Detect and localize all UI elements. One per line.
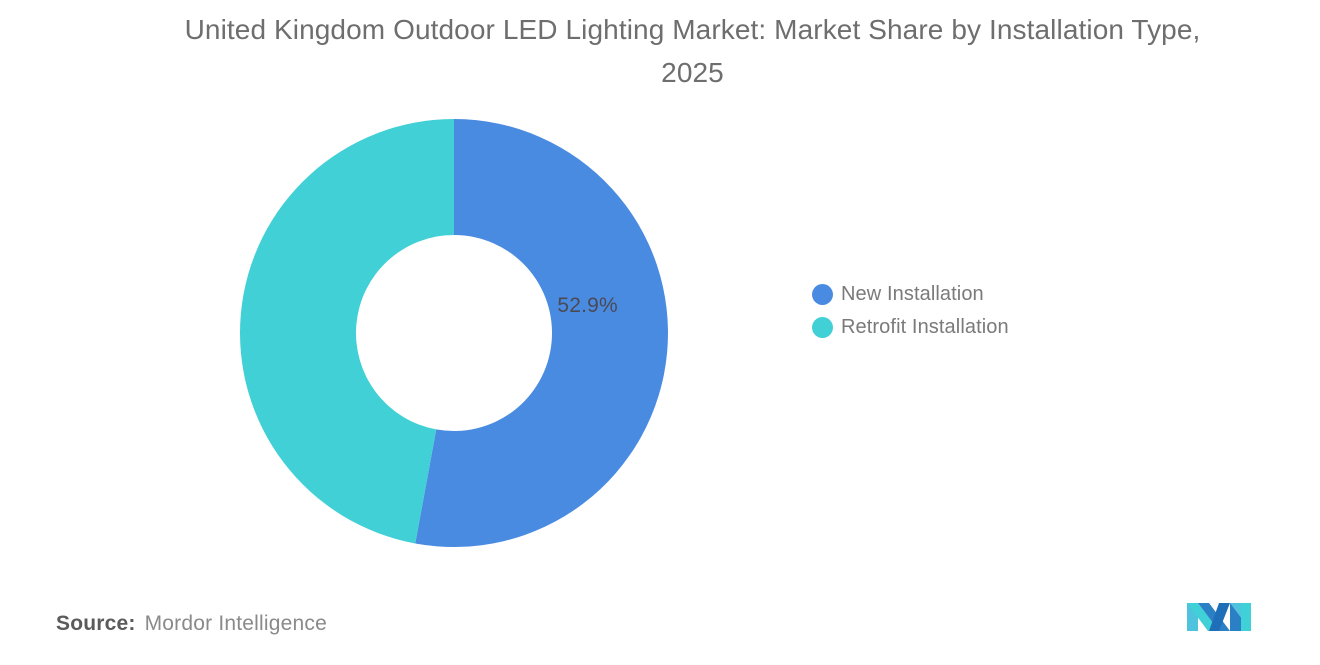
donut-chart: 52.9% <box>240 119 669 547</box>
chart-legend: New Installation Retrofit Installation <box>812 283 1009 339</box>
legend-item-label: New Installation <box>841 283 984 305</box>
page-title: United Kingdom Outdoor LED Lighting Mark… <box>184 14 1201 88</box>
donut-slice[interactable] <box>240 119 454 544</box>
source-attribution: Source: Mordor Intelligence <box>56 612 327 636</box>
donut-chart-svg <box>240 119 669 547</box>
legend-item-new-installation[interactable]: New Installation <box>812 283 1009 306</box>
source-value: Mordor Intelligence <box>144 612 327 635</box>
donut-slice-group <box>240 119 669 547</box>
circle-marker-icon <box>812 284 833 305</box>
source-label: Source: <box>56 612 136 635</box>
mordor-intelligence-logo <box>1185 598 1253 636</box>
circle-marker-icon <box>812 317 833 338</box>
legend-item-retrofit-installation[interactable]: Retrofit Installation <box>812 316 1009 339</box>
donut-slice[interactable] <box>415 119 669 547</box>
legend-item-label: Retrofit Installation <box>841 316 1009 338</box>
